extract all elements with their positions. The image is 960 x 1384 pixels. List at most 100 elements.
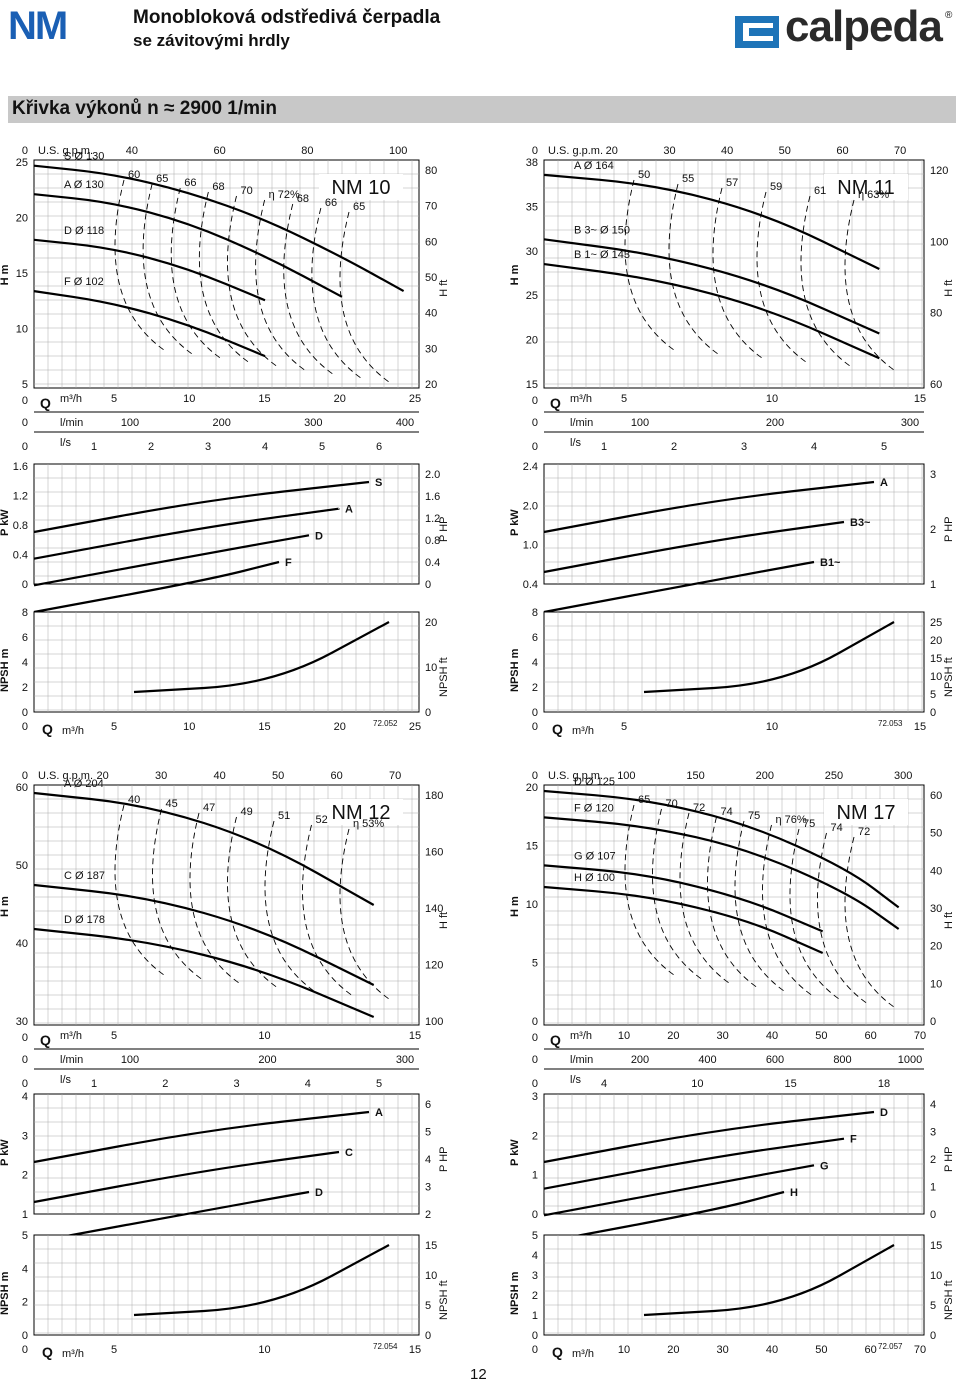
npsh-curve xyxy=(133,1244,390,1317)
model-title: NM 12 xyxy=(332,802,391,824)
section-title: Křivka výkonů n ≈ 2900 1/min xyxy=(12,98,277,119)
h-tick-right: 40 xyxy=(425,308,437,320)
lmin-tick: 400 xyxy=(698,1054,716,1066)
efficiency-label: 61 xyxy=(814,185,826,197)
axis-zero: 0 xyxy=(22,417,28,429)
p-tick-right: 1 xyxy=(930,579,936,591)
h-tick-left: 20 xyxy=(16,213,28,225)
npsh-q-tick: 30 xyxy=(717,1344,729,1356)
efficiency-label: 60 xyxy=(128,169,140,181)
q-tick: 5 xyxy=(621,393,627,405)
gpm-tick: U.S. g.p.m. xyxy=(38,145,93,157)
npsh-tick-left: 2 xyxy=(22,682,28,694)
p-tick-right: 3 xyxy=(930,1127,936,1139)
efficiency-curve xyxy=(844,836,895,1008)
h-tick-right: 50 xyxy=(425,272,437,284)
efficiency-curve xyxy=(152,808,202,980)
p-tick-left: 0 xyxy=(22,579,28,591)
axis-zero: 0 xyxy=(22,1054,28,1066)
lmin-tick: 200 xyxy=(212,417,230,429)
h-tick-left: 40 xyxy=(16,938,28,950)
lmin-tick: 100 xyxy=(631,417,649,429)
npsh-tick-left: 8 xyxy=(22,607,28,619)
efficiency-curve xyxy=(142,183,193,355)
p-tick-right: 6 xyxy=(425,1099,431,1111)
efficiency-label: 65 xyxy=(638,794,650,806)
axis-zero: 0 xyxy=(22,1344,28,1356)
axis-h-m: H m xyxy=(509,264,521,285)
axis-m3h: m³/h xyxy=(62,725,84,737)
efficiency-curve xyxy=(844,199,895,371)
npsh-tick-left: 4 xyxy=(532,657,538,669)
p-tick-right: 0 xyxy=(930,1209,936,1221)
ls-tick: 2 xyxy=(148,441,154,453)
q-tick: 15 xyxy=(258,393,270,405)
power-curve xyxy=(543,1110,875,1164)
model-box xyxy=(824,799,908,825)
q-tick: 5 xyxy=(111,1030,117,1042)
q-tick: 10 xyxy=(618,1030,630,1042)
power-label: A xyxy=(375,1107,383,1119)
gpm-tick: 60 xyxy=(214,145,226,157)
axis-q: Q xyxy=(552,1344,563,1360)
axis-zero: 0 xyxy=(532,145,538,157)
efficiency-label: 72 xyxy=(858,826,870,838)
efficiency-curve xyxy=(227,195,277,367)
gpm-tick: 20 xyxy=(97,770,109,782)
h-tick-left: 15 xyxy=(526,379,538,391)
efficiency-label: 47 xyxy=(203,802,215,814)
efficiency-curve xyxy=(624,804,675,976)
gpm-tick: 40 xyxy=(214,770,226,782)
lmin-tick: 400 xyxy=(396,417,414,429)
axis-h-m: H m xyxy=(509,896,521,917)
ls-tick: 2 xyxy=(162,1078,168,1090)
q-tick: 25 xyxy=(409,393,421,405)
ls-tick: 1 xyxy=(601,441,607,453)
npsh-tick-left: 0 xyxy=(22,707,28,719)
head-curve xyxy=(33,290,266,358)
q-tick: 60 xyxy=(865,1030,877,1042)
npsh-q-tick: 20 xyxy=(334,721,346,733)
p-tick-right: 3 xyxy=(930,469,936,481)
gpm-tick: 60 xyxy=(836,145,848,157)
p-tick-right: 2 xyxy=(425,1209,431,1221)
q-tick: 10 xyxy=(258,1030,270,1042)
p-tick-left: 1 xyxy=(532,1170,538,1182)
power-curve xyxy=(33,507,340,560)
npsh-tick-right: 0 xyxy=(930,1330,936,1342)
p-tick-left: 3 xyxy=(22,1130,28,1142)
efficiency-label: η 53% xyxy=(353,818,384,830)
axis-m3h: m³/h xyxy=(572,725,594,737)
axis-q: Q xyxy=(40,395,51,411)
h-tick-right: 0 xyxy=(930,1016,936,1028)
efficiency-curve xyxy=(170,187,221,359)
power-label: C xyxy=(345,1147,353,1159)
head-curve xyxy=(543,262,880,360)
head-curve xyxy=(543,789,900,909)
efficiency-label: 68 xyxy=(212,181,224,193)
efficiency-curve xyxy=(339,828,390,1000)
ls-tick: 4 xyxy=(601,1078,607,1090)
power-label: F xyxy=(285,557,292,569)
chart-nm-11: U.S. g.p.m. 20 30 40 50 60 7003835302520151201… xyxy=(509,145,955,737)
curve-label: A Ø 130 xyxy=(64,179,104,191)
axis-m3h: m³/h xyxy=(60,1030,82,1042)
brand-nm: NM xyxy=(8,4,68,48)
axis-ls: l/s xyxy=(60,437,72,449)
chart-code: 72.057 xyxy=(878,1342,903,1351)
curve-label: H Ø 100 xyxy=(574,872,615,884)
npsh-tick-left: 0 xyxy=(532,707,538,719)
npsh-tick-right: 10 xyxy=(930,1270,942,1282)
power-curve xyxy=(33,1110,370,1164)
h-tick-left: 10 xyxy=(526,899,538,911)
axis-npsh-ft: NPSH ft xyxy=(943,1280,955,1320)
power-curve xyxy=(543,520,845,574)
gpm-tick: 80 xyxy=(301,145,313,157)
gpm-tick: 150 xyxy=(686,770,704,782)
efficiency-label: 65 xyxy=(353,201,365,213)
page-subtitle: se závitovými hrdly xyxy=(133,31,290,50)
efficiency-label: 66 xyxy=(325,197,337,209)
p-tick-left: 3 xyxy=(532,1091,538,1103)
ls-tick: 4 xyxy=(811,441,817,453)
